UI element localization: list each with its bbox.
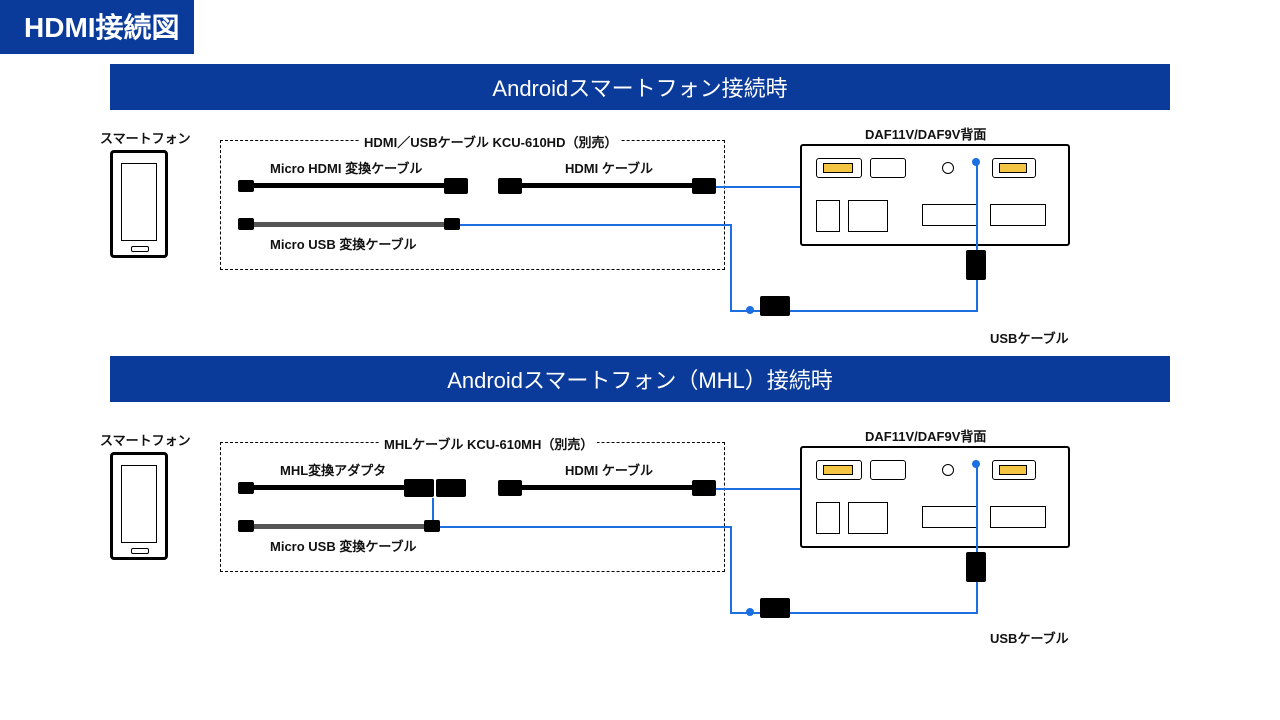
plug-icon	[238, 180, 254, 192]
connection-dot-icon	[972, 158, 980, 166]
unit-label: DAF11V/DAF9V背面	[865, 124, 986, 143]
port-icon	[922, 204, 978, 226]
plug-icon	[498, 178, 522, 194]
section-mhl-header: Androidスマートフォン（MHL）接続時	[110, 356, 1170, 402]
usb-plug-icon	[760, 296, 790, 316]
cable-microusb-label: Micro USB 変換ケーブル	[270, 234, 417, 253]
diagram-mhl: スマートフォン MHLケーブル KCU-610MH（別売） MHL変換アダプタ …	[110, 402, 1170, 642]
connection-line	[976, 164, 978, 250]
section-mhl: Androidスマートフォン（MHL）接続時 スマートフォン MHLケーブル K…	[110, 356, 1170, 642]
plug-icon	[692, 480, 716, 496]
connection-line	[432, 498, 434, 520]
cable-line	[254, 485, 404, 490]
plug-icon	[436, 479, 466, 497]
head-unit-back-icon	[800, 144, 1070, 246]
port-highlight-icon	[999, 465, 1027, 475]
plug-icon	[498, 480, 522, 496]
kit-label: HDMI／USBケーブル KCU-610HD（別売）	[360, 132, 621, 151]
connection-line	[440, 526, 730, 528]
kit-label: MHLケーブル KCU-610MH（別売）	[380, 434, 597, 453]
port-icon	[922, 506, 978, 528]
smartphone-icon	[110, 452, 168, 560]
usb-cable-label: USBケーブル	[990, 628, 1069, 647]
connection-line	[730, 612, 752, 614]
port-icon	[990, 506, 1046, 528]
port-highlight-icon	[823, 163, 853, 173]
port-icon	[942, 464, 954, 476]
cable-line	[254, 524, 424, 529]
phone-label: スマートフォン	[100, 128, 191, 147]
connection-line	[730, 224, 732, 312]
port-icon	[990, 204, 1046, 226]
phone-label: スマートフォン	[100, 430, 191, 449]
smartphone-icon	[110, 150, 168, 258]
plug-icon	[444, 178, 468, 194]
port-icon	[816, 460, 862, 480]
page-title: HDMI接続図	[0, 0, 194, 54]
port-highlight-icon	[999, 163, 1027, 173]
port-icon	[816, 502, 840, 534]
cable-line	[522, 485, 692, 490]
cable-line	[254, 183, 444, 188]
plug-icon	[238, 520, 254, 532]
port-icon	[992, 460, 1036, 480]
plug-icon	[444, 218, 460, 230]
connection-line	[730, 526, 732, 614]
connection-line	[730, 310, 752, 312]
port-icon	[848, 200, 888, 232]
usb-plug-icon	[966, 552, 986, 582]
plug-icon	[404, 479, 434, 497]
connection-line	[460, 224, 730, 226]
port-highlight-icon	[823, 465, 853, 475]
cable-microusb-label: Micro USB 変換ケーブル	[270, 536, 417, 555]
cable-line	[522, 183, 692, 188]
port-icon	[870, 158, 906, 178]
section-android: Androidスマートフォン接続時 スマートフォン HDMI／USBケーブル K…	[110, 64, 1170, 350]
cable-line	[254, 222, 444, 227]
usb-cable-label: USBケーブル	[990, 328, 1069, 347]
usb-plug-icon	[966, 250, 986, 280]
port-icon	[992, 158, 1036, 178]
unit-label: DAF11V/DAF9V背面	[865, 426, 986, 445]
diagram-android: スマートフォン HDMI／USBケーブル KCU-610HD（別売） Micro…	[110, 110, 1170, 350]
port-icon	[870, 460, 906, 480]
cable-hdmi-label: HDMI ケーブル	[565, 158, 653, 177]
port-icon	[816, 200, 840, 232]
connection-dot-icon	[972, 460, 980, 468]
cable-hdmi-label: HDMI ケーブル	[565, 460, 653, 479]
port-icon	[848, 502, 888, 534]
port-icon	[942, 162, 954, 174]
section-android-header: Androidスマートフォン接続時	[110, 64, 1170, 110]
connection-line	[976, 582, 978, 612]
port-icon	[816, 158, 862, 178]
plug-icon	[238, 218, 254, 230]
cable-microhdmi-label: Micro HDMI 変換ケーブル	[270, 158, 422, 177]
connection-line	[976, 466, 978, 552]
plug-icon	[238, 482, 254, 494]
plug-icon	[424, 520, 440, 532]
head-unit-back-icon	[800, 446, 1070, 548]
cable-mhl-label: MHL変換アダプタ	[280, 460, 386, 479]
connection-line	[976, 280, 978, 310]
plug-icon	[692, 178, 716, 194]
usb-plug-icon	[760, 598, 790, 618]
